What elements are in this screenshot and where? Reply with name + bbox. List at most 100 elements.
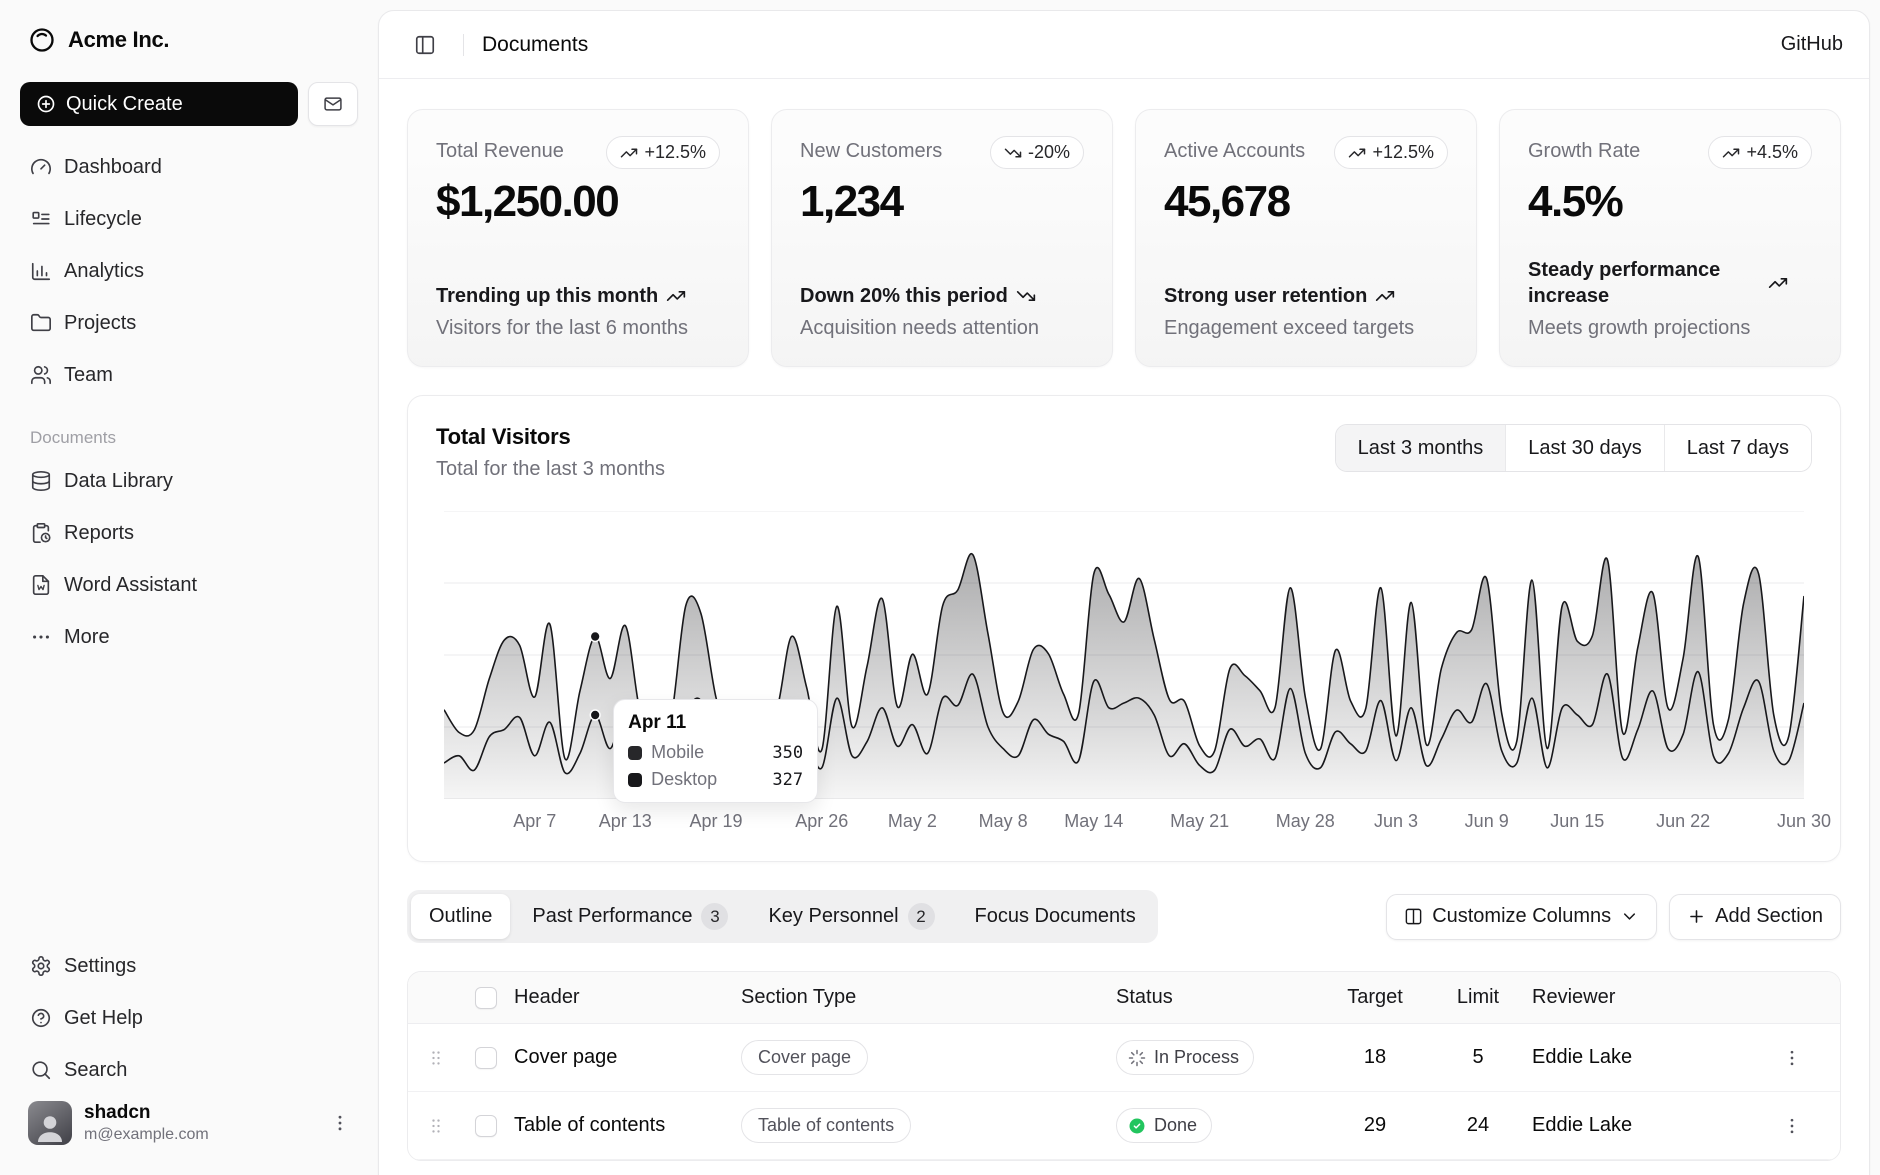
sidebar-item-dashboard[interactable]: Dashboard [18, 144, 360, 190]
card-footer-desc: Visitors for the last 6 months [436, 317, 720, 340]
ellipsis-vertical-icon[interactable] [330, 1113, 350, 1133]
tab-focus-documents[interactable]: Focus Documents [957, 894, 1154, 939]
user-menu[interactable]: shadcn m@example.com [18, 1093, 360, 1153]
row-checkbox[interactable] [475, 1047, 497, 1069]
chevron-down-icon [1620, 907, 1639, 926]
ellipsis-icon [30, 626, 52, 648]
panel-left-icon [414, 34, 436, 56]
tab-count-badge: 2 [908, 903, 935, 930]
card-footer-title: Down 20% this period [800, 283, 1008, 309]
card-value: $1,250.00 [436, 177, 720, 227]
column-reviewer: Reviewer [1526, 986, 1776, 1009]
range-last-3-months[interactable]: Last 3 months [1336, 425, 1506, 471]
tab-list: Outline Past Performance3 Key Personnel 2… [407, 890, 1158, 943]
github-link[interactable]: GitHub [1781, 33, 1843, 56]
card-footer-desc: Engagement exceed targets [1164, 317, 1448, 340]
gauge-icon [30, 156, 52, 178]
table-row[interactable]: Cover page Cover page In Process 18 5 Ed… [408, 1024, 1840, 1092]
row-menu-button[interactable] [1782, 1048, 1802, 1068]
sidebar-item-projects[interactable]: Projects [18, 300, 360, 346]
reviewer-value[interactable]: Eddie Lake [1526, 1114, 1776, 1137]
row-header-text[interactable]: Cover page [508, 1046, 735, 1069]
sidebar-item-search[interactable]: Search [18, 1047, 360, 1093]
table-row[interactable]: Table of contents Table of contents Done… [408, 1092, 1840, 1160]
select-all-checkbox[interactable] [475, 987, 497, 1009]
sidebar-item-get-help[interactable]: Get Help [18, 995, 360, 1041]
sidebar-item-word-assistant[interactable]: Word Assistant [18, 562, 360, 608]
tooltip-date: Apr 11 [628, 712, 803, 734]
sidebar-item-reports[interactable]: Reports [18, 510, 360, 556]
page-title: Documents [482, 33, 588, 57]
ellipsis-vertical-icon [1782, 1116, 1802, 1136]
chart-tooltip: Apr 11 Mobile 350 Desktop 327 [613, 699, 818, 803]
customize-columns-button[interactable]: Customize Columns [1386, 894, 1657, 940]
tab-outline[interactable]: Outline [411, 894, 510, 939]
trending-down-icon [1004, 144, 1022, 162]
header-separator [463, 34, 464, 56]
user-name: shadcn [84, 1102, 318, 1125]
limit-value[interactable]: 24 [1430, 1114, 1526, 1137]
section-type-badge: Cover page [741, 1040, 868, 1075]
sidebar-item-team[interactable]: Team [18, 352, 360, 398]
brand-name: Acme Inc. [68, 27, 169, 53]
tab-label: Past Performance [532, 905, 692, 928]
card-total-revenue: Total Revenue +12.5% $1,250.00 Trending … [407, 109, 749, 367]
trending-up-icon [1375, 286, 1395, 306]
card-new-customers: New Customers -20% 1,234 Down 20% this p… [771, 109, 1113, 367]
tooltip-label: Mobile [651, 742, 704, 763]
list-icon [30, 208, 52, 230]
sidebar-item-more[interactable]: More [18, 614, 360, 660]
status-badge: In Process [1116, 1040, 1254, 1075]
area-chart[interactable]: Apr 7Apr 13Apr 19Apr 26May 2May 8May 14M… [444, 511, 1804, 833]
sidebar-item-lifecycle[interactable]: Lifecycle [18, 196, 360, 242]
drag-handle-icon[interactable] [426, 1116, 446, 1136]
file-icon [30, 574, 52, 596]
sidebar-item-label: Team [64, 364, 113, 387]
target-value[interactable]: 29 [1320, 1114, 1430, 1137]
sidebar-item-label: Settings [64, 955, 136, 978]
sidebar-item-label: Data Library [64, 470, 173, 493]
card-label: Active Accounts [1164, 136, 1305, 163]
user-email: m@example.com [84, 1125, 318, 1144]
clipboard-icon [30, 522, 52, 544]
row-checkbox[interactable] [475, 1115, 497, 1137]
sidebar-item-label: Lifecycle [64, 208, 142, 231]
tab-label: Key Personnel [768, 905, 898, 928]
quick-create-label: Quick Create [66, 93, 183, 116]
trending-up-icon [1768, 273, 1788, 293]
tooltip-label: Desktop [651, 769, 717, 790]
sidebar-item-analytics[interactable]: Analytics [18, 248, 360, 294]
card-value: 4.5% [1528, 177, 1812, 227]
sidebar-item-data-library[interactable]: Data Library [18, 458, 360, 504]
trending-up-icon [666, 286, 686, 306]
inbox-button[interactable] [308, 82, 358, 126]
status-label: Done [1154, 1115, 1197, 1136]
range-last-30-days[interactable]: Last 30 days [1505, 425, 1663, 471]
add-section-button[interactable]: Add Section [1669, 894, 1841, 940]
drag-handle-icon[interactable] [426, 1048, 446, 1068]
sidebar-item-settings[interactable]: Settings [18, 943, 360, 989]
sidebar: Acme Inc. Quick Create Dashboard Lifecyc… [0, 0, 378, 1175]
brand[interactable]: Acme Inc. [18, 20, 360, 56]
sidebar-toggle-button[interactable] [405, 25, 445, 65]
page-header: Documents GitHub [379, 11, 1869, 79]
row-header-text[interactable]: Table of contents [508, 1114, 735, 1137]
trend-badge-value: +12.5% [644, 142, 706, 163]
range-toggle-group: Last 3 months Last 30 days Last 7 days [1335, 424, 1812, 472]
tab-key-personnel[interactable]: Key Personnel 2 [750, 894, 952, 939]
limit-value[interactable]: 5 [1430, 1046, 1526, 1069]
target-value[interactable]: 18 [1320, 1046, 1430, 1069]
range-last-7-days[interactable]: Last 7 days [1664, 425, 1811, 471]
mobile-swatch [628, 746, 642, 760]
add-section-label: Add Section [1715, 905, 1823, 928]
tooltip-row-desktop: Desktop 327 [628, 769, 803, 790]
tab-past-performance[interactable]: Past Performance3 [514, 894, 746, 939]
trend-badge: -20% [990, 136, 1084, 169]
check-circle-icon [1128, 1117, 1146, 1135]
sidebar-item-label: Analytics [64, 260, 144, 283]
quick-create-button[interactable]: Quick Create [20, 82, 298, 126]
row-menu-button[interactable] [1782, 1116, 1802, 1136]
trend-badge-value: -20% [1028, 142, 1070, 163]
reviewer-value[interactable]: Eddie Lake [1526, 1046, 1776, 1069]
trend-badge: +12.5% [606, 136, 720, 169]
